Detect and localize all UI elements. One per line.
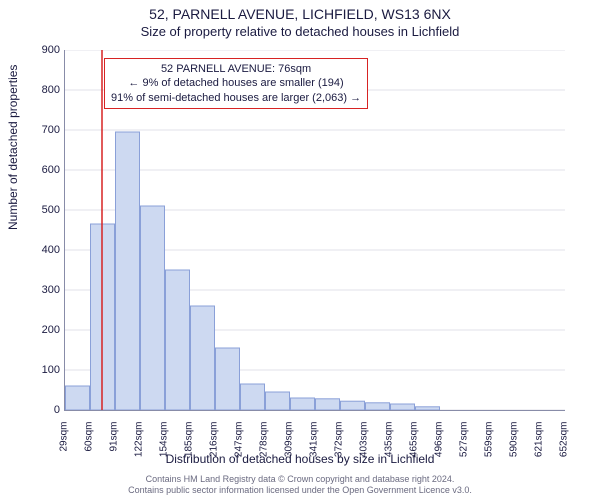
y-tick: 300 <box>38 284 60 296</box>
footer-line1: Contains HM Land Registry data © Crown c… <box>0 474 600 485</box>
footer: Contains HM Land Registry data © Crown c… <box>0 474 600 496</box>
annotation-line1: 52 PARNELL AVENUE: 76sqm <box>111 62 361 76</box>
annotation-line2: ← 9% of detached houses are smaller (194… <box>111 76 361 90</box>
y-tick: 200 <box>38 324 60 336</box>
y-tick: 900 <box>38 44 60 56</box>
y-tick: 0 <box>38 404 60 416</box>
y-tick: 500 <box>38 204 60 216</box>
y-axis-label: Number of detached properties <box>6 65 20 230</box>
address-title: 52, PARNELL AVENUE, LICHFIELD, WS13 6NX <box>0 0 600 22</box>
annotation-box: 52 PARNELL AVENUE: 76sqm ← 9% of detache… <box>104 58 368 109</box>
y-tick: 100 <box>38 364 60 376</box>
chart-container: 52, PARNELL AVENUE, LICHFIELD, WS13 6NX … <box>0 0 600 500</box>
bars-group <box>66 132 440 410</box>
annotation-line3: 91% of semi-detached houses are larger (… <box>111 91 361 105</box>
y-tick: 700 <box>38 124 60 136</box>
chart-subtitle: Size of property relative to detached ho… <box>0 22 600 39</box>
y-tick: 800 <box>38 84 60 96</box>
footer-line2: Contains public sector information licen… <box>0 485 600 496</box>
y-tick: 400 <box>38 244 60 256</box>
y-tick: 600 <box>38 164 60 176</box>
x-axis-label: Distribution of detached houses by size … <box>0 452 600 466</box>
